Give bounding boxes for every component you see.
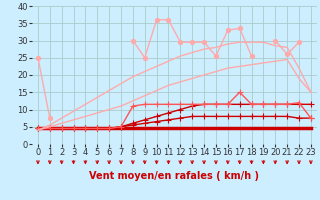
X-axis label: Vent moyen/en rafales ( km/h ): Vent moyen/en rafales ( km/h ) (89, 171, 260, 181)
